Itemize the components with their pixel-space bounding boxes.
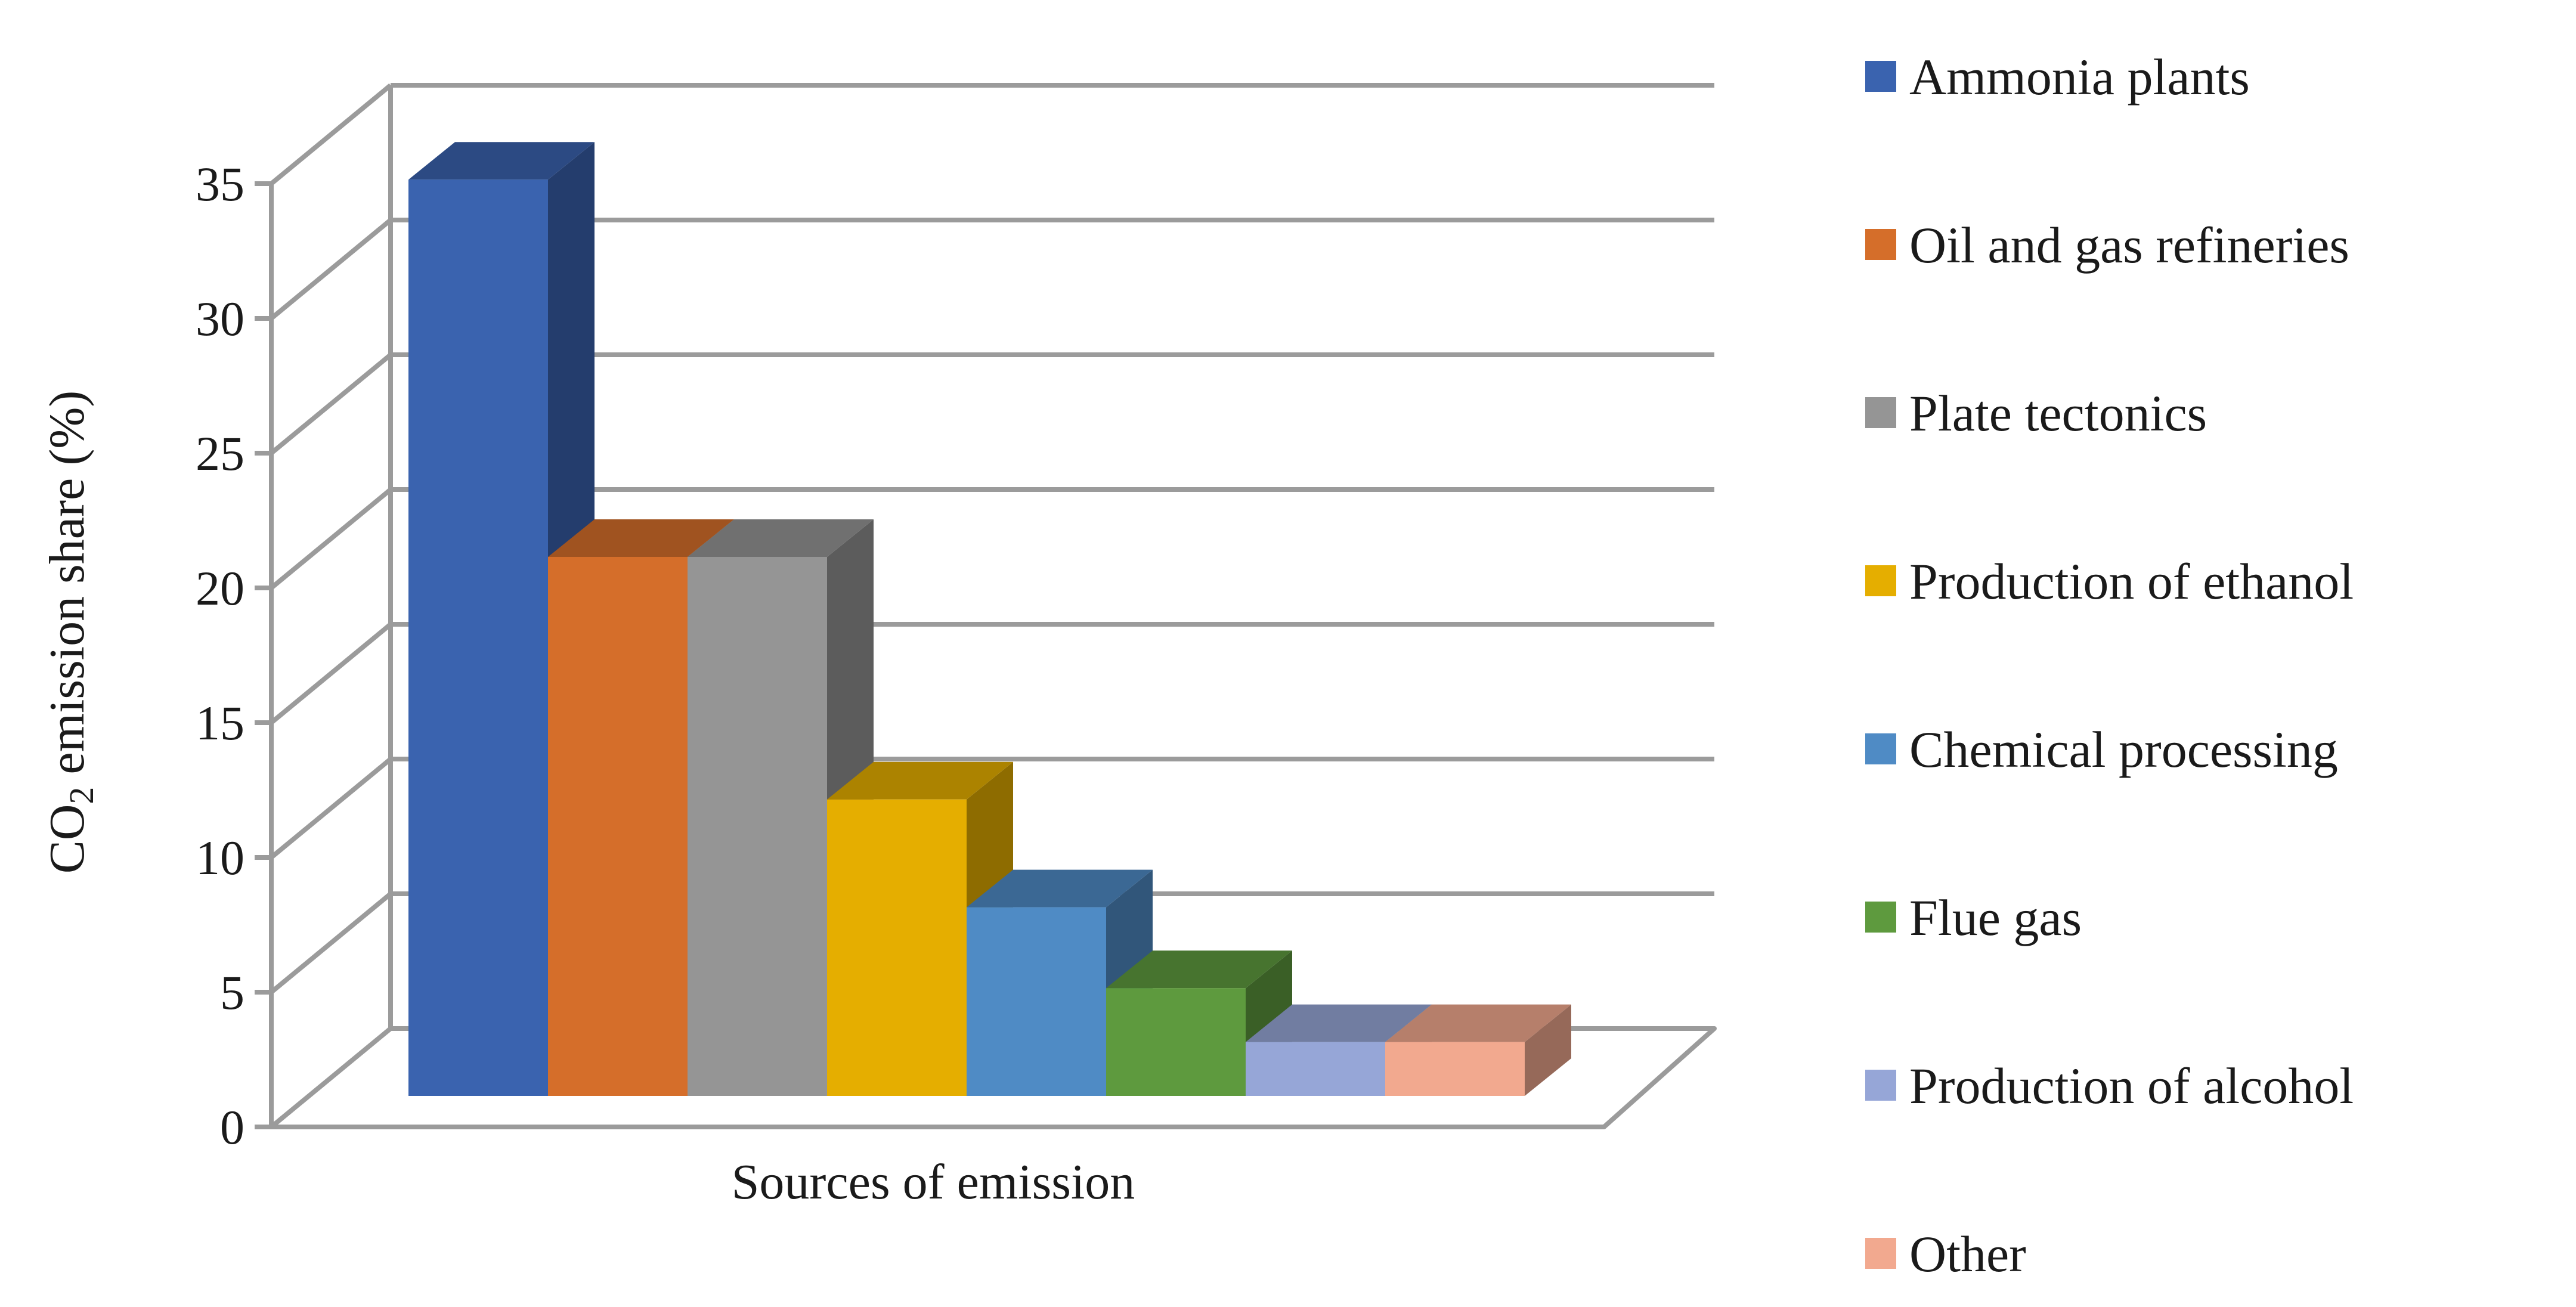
bar-top-face bbox=[1246, 1004, 1432, 1042]
legend-label: Flue gas bbox=[1909, 889, 2082, 946]
y-axis-label-suffix: emission share (%) bbox=[39, 391, 95, 787]
chart-floor bbox=[269, 1026, 1717, 1129]
side-gridline bbox=[270, 352, 392, 456]
legend-swatch bbox=[1865, 733, 1896, 764]
bar-front-face bbox=[688, 557, 827, 1096]
legend-swatch bbox=[1865, 565, 1896, 596]
legend-item: Other bbox=[1865, 1225, 2026, 1283]
bar-top-face bbox=[967, 869, 1153, 908]
legend: Ammonia plants Oil and gas refineries Plat… bbox=[1865, 48, 2354, 1283]
y-tick-label: 0 bbox=[220, 1100, 244, 1154]
y-tick-label: 5 bbox=[220, 965, 244, 1020]
side-gridline bbox=[270, 83, 392, 186]
legend-label: Plate tectonics bbox=[1909, 385, 2207, 442]
legend-item: Ammonia plants bbox=[1865, 48, 2250, 106]
bar-front-face bbox=[967, 907, 1106, 1096]
legend-label: Ammonia plants bbox=[1909, 48, 2250, 106]
side-gridline bbox=[270, 218, 392, 321]
bar-top-face bbox=[1106, 950, 1292, 989]
legend-label: Other bbox=[1909, 1225, 2026, 1283]
side-gridline bbox=[270, 891, 392, 995]
bar-front-face bbox=[1385, 1042, 1525, 1096]
bars bbox=[408, 142, 1571, 1097]
legend-swatch bbox=[1865, 61, 1896, 92]
legend-swatch bbox=[1865, 902, 1896, 933]
legend-item: Chemical processing bbox=[1865, 721, 2338, 778]
bar-top-face bbox=[1385, 1004, 1571, 1042]
legend-item: Production of ethanol bbox=[1865, 553, 2354, 610]
bar-front-face bbox=[827, 799, 967, 1096]
legend-label: Chemical processing bbox=[1909, 721, 2338, 778]
legend-item: Production of alcohol bbox=[1865, 1057, 2354, 1114]
bar-top-face bbox=[408, 142, 595, 180]
side-gridline bbox=[270, 757, 392, 860]
bar-front-face bbox=[1106, 988, 1246, 1096]
y-axis-label-subscript: 2 bbox=[62, 787, 101, 804]
legend-label: Oil and gas refineries bbox=[1909, 216, 2349, 274]
legend-item: Oil and gas refineries bbox=[1865, 216, 2349, 274]
bar-front-face bbox=[408, 179, 548, 1097]
y-tick-label: 10 bbox=[196, 831, 244, 885]
bar-front-face bbox=[548, 557, 688, 1096]
y-axis-label-prefix: CO bbox=[39, 804, 95, 874]
bar-other bbox=[1385, 1004, 1571, 1096]
y-tick-label: 20 bbox=[196, 561, 244, 615]
legend-swatch bbox=[1865, 397, 1896, 428]
legend-swatch bbox=[1865, 1070, 1896, 1101]
x-axis-label: Sources of emission bbox=[732, 1154, 1135, 1210]
y-axis-label: CO2 emission share (%) bbox=[39, 391, 101, 874]
legend-item: Plate tectonics bbox=[1865, 385, 2207, 442]
side-gridline bbox=[270, 487, 392, 590]
y-tick-label: 30 bbox=[196, 292, 244, 346]
bar-top-face bbox=[827, 761, 1013, 800]
legend-item: Flue gas bbox=[1865, 889, 2082, 946]
side-gridline bbox=[270, 622, 392, 725]
bar-front-face bbox=[1246, 1042, 1385, 1096]
bar-top-face bbox=[688, 519, 874, 557]
legend-swatch bbox=[1865, 229, 1896, 260]
axes bbox=[255, 181, 1717, 1129]
y-tick-label: 35 bbox=[196, 157, 244, 211]
legend-label: Production of ethanol bbox=[1909, 553, 2354, 610]
y-tick-label: 25 bbox=[196, 426, 244, 481]
bar-top-face bbox=[548, 519, 734, 557]
legend-label: Production of alcohol bbox=[1909, 1057, 2354, 1114]
legend-swatch bbox=[1865, 1238, 1896, 1269]
y-tick-labels: 0 5 10 15 20 25 30 35 bbox=[196, 157, 244, 1154]
bar-side-face bbox=[1525, 1004, 1571, 1096]
y-tick-label: 15 bbox=[196, 696, 244, 750]
